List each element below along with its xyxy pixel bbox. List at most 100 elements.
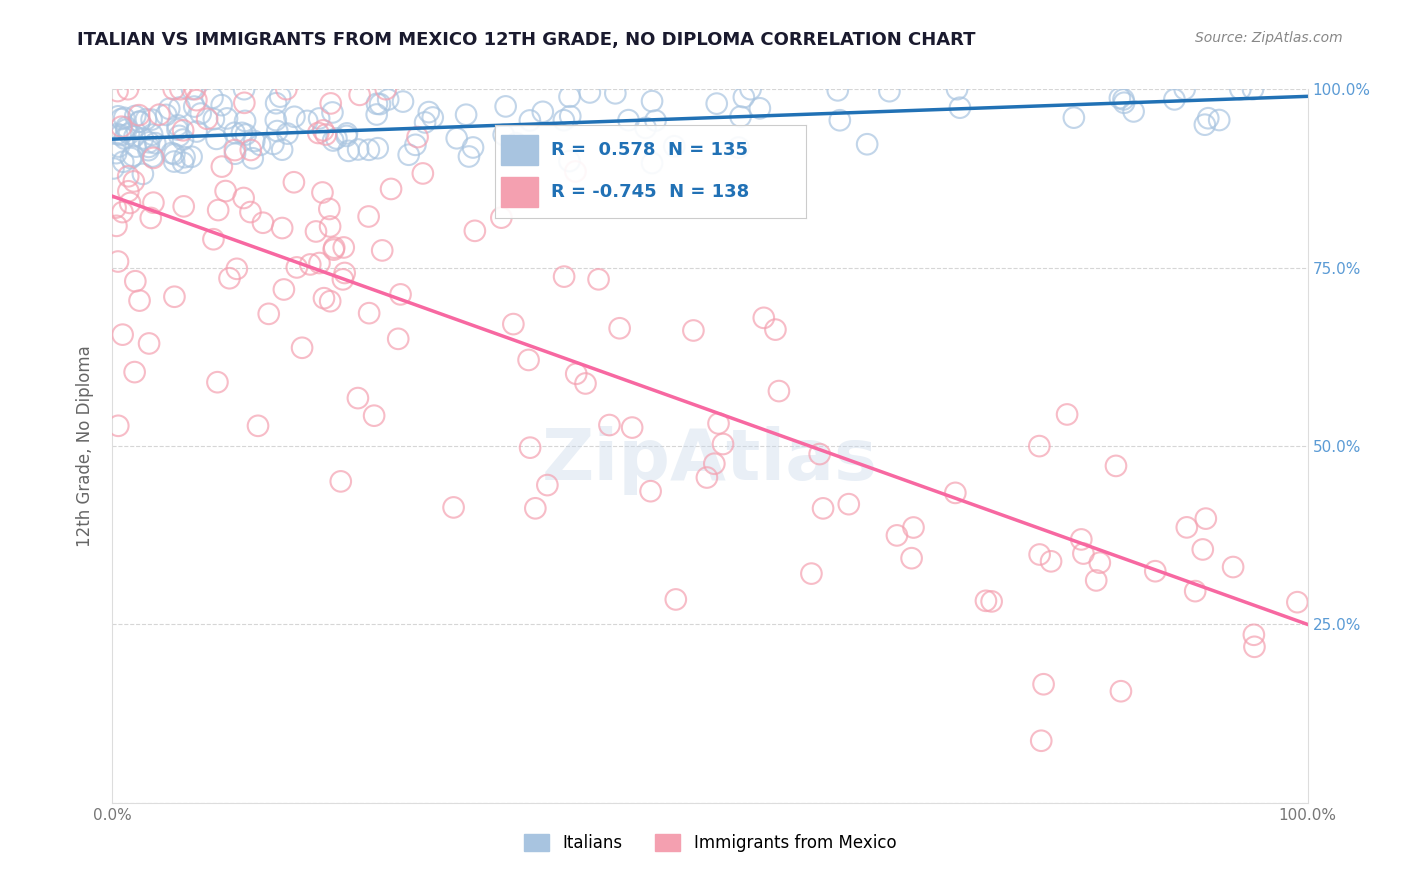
Point: [560, 109, 582, 123]
Point: [519, 113, 541, 128]
Point: [446, 131, 468, 145]
Point: [1144, 564, 1167, 578]
Point: [323, 241, 346, 255]
Point: [413, 115, 436, 129]
Point: [138, 336, 160, 351]
Point: [727, 140, 749, 154]
Point: [138, 143, 160, 157]
Point: [828, 113, 851, 128]
Point: [974, 594, 997, 608]
Point: [122, 149, 145, 163]
Point: [333, 266, 356, 280]
Point: [524, 501, 547, 516]
Point: [169, 82, 191, 96]
Point: [335, 128, 357, 143]
Point: [1028, 548, 1050, 562]
Point: [641, 156, 664, 170]
Point: [1286, 595, 1309, 609]
Point: [1229, 82, 1251, 96]
Legend: Italians, Immigrants from Mexico: Italians, Immigrants from Mexico: [517, 827, 903, 859]
Point: [167, 128, 190, 143]
Point: [980, 594, 1002, 608]
Point: [105, 146, 128, 161]
Point: [231, 126, 253, 140]
Y-axis label: 12th Grade, No Diploma: 12th Grade, No Diploma: [76, 345, 94, 547]
Point: [1174, 82, 1197, 96]
Point: [122, 174, 145, 188]
Point: [564, 164, 586, 178]
Point: [172, 155, 194, 169]
Point: [574, 376, 596, 391]
Point: [332, 272, 354, 286]
Point: [160, 146, 183, 161]
Point: [184, 82, 207, 96]
Point: [696, 470, 718, 484]
Point: [141, 128, 163, 142]
Text: Source: ZipAtlas.com: Source: ZipAtlas.com: [1195, 31, 1343, 45]
Point: [422, 111, 444, 125]
Point: [201, 91, 224, 105]
Point: [347, 391, 370, 405]
Point: [128, 293, 150, 308]
Point: [319, 294, 342, 309]
Point: [1163, 92, 1185, 106]
Point: [325, 131, 347, 145]
Point: [224, 146, 246, 161]
Point: [886, 528, 908, 542]
Point: [641, 94, 664, 108]
Point: [682, 323, 704, 337]
Point: [1108, 91, 1130, 105]
Point: [879, 84, 901, 98]
Point: [163, 82, 186, 96]
Point: [322, 134, 344, 148]
Point: [752, 310, 775, 325]
Point: [838, 497, 860, 511]
Point: [389, 287, 412, 301]
Point: [406, 130, 429, 145]
Point: [1191, 542, 1213, 557]
Point: [112, 154, 135, 169]
Point: [502, 317, 524, 331]
Point: [359, 306, 381, 320]
Point: [128, 114, 150, 128]
Point: [461, 140, 484, 154]
Point: [242, 151, 264, 165]
Point: [155, 108, 177, 122]
Point: [311, 186, 333, 200]
Point: [531, 104, 554, 119]
Point: [107, 254, 129, 268]
Point: [456, 108, 478, 122]
Point: [295, 114, 318, 128]
Point: [202, 232, 225, 246]
Point: [949, 101, 972, 115]
Point: [262, 136, 284, 151]
Point: [104, 201, 127, 215]
Point: [148, 108, 170, 122]
Point: [1070, 533, 1092, 547]
Point: [558, 89, 581, 103]
Point: [157, 102, 180, 116]
Point: [579, 86, 602, 100]
Point: [730, 110, 752, 124]
Point: [536, 478, 558, 492]
Point: [308, 112, 330, 126]
Point: [565, 367, 588, 381]
Point: [180, 150, 202, 164]
Point: [125, 139, 148, 153]
Point: [598, 418, 620, 433]
Point: [276, 82, 298, 96]
Point: [1105, 458, 1128, 473]
Point: [107, 109, 129, 123]
Point: [207, 375, 229, 389]
Point: [105, 219, 128, 233]
Point: [1195, 511, 1218, 525]
Point: [368, 97, 391, 112]
Point: [707, 417, 730, 431]
Point: [139, 211, 162, 225]
Point: [239, 205, 262, 219]
Point: [1222, 560, 1244, 574]
Point: [357, 143, 380, 157]
Point: [215, 112, 238, 126]
Point: [166, 122, 188, 136]
Point: [186, 93, 208, 107]
